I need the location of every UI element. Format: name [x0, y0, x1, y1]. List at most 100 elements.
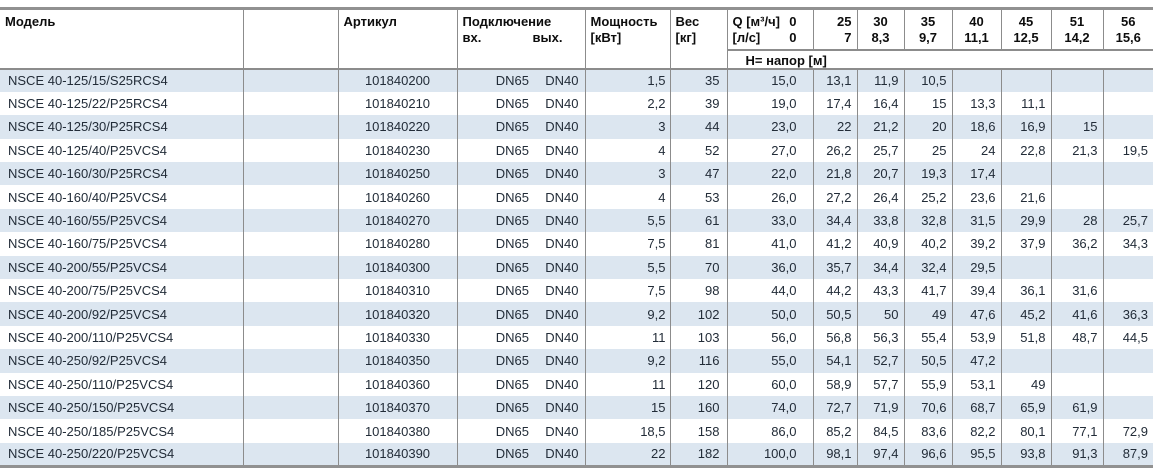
- head-value-cell: 51,8: [1000, 325, 1051, 350]
- power-cell: 1,5: [584, 68, 670, 92]
- col-header-power: Мощность [кВт]: [584, 8, 670, 70]
- inlet-cell: DN65: [456, 255, 533, 280]
- table-row: NSCE 40-200/75/P25VCS4 101840310 DN65 DN40 7…: [0, 279, 1153, 303]
- power-cell: 22: [584, 442, 670, 468]
- head-value-cell: 21,2: [856, 115, 904, 139]
- head-q0-cell: 55,0: [726, 349, 813, 373]
- head-value-cell: 15: [1050, 115, 1103, 139]
- head-value-cell: 26,4: [856, 185, 904, 209]
- model-cell: NSCE 40-200/55/P25VCS4: [0, 255, 243, 280]
- weight-cell: 53: [669, 185, 727, 209]
- outlet-cell: DN40: [533, 442, 585, 468]
- head-value-cell: [1000, 162, 1051, 186]
- model-cell: NSCE 40-250/185/P25VCS4: [8, 423, 175, 439]
- head-value-cell: 39,4: [951, 279, 1001, 303]
- head-value-cell: 25,7: [1102, 208, 1153, 233]
- spacer-cell: [242, 442, 338, 468]
- outlet-cell: DN40: [545, 329, 579, 345]
- head-value-cell: 36,2: [1050, 232, 1103, 256]
- table-row: NSCE 40-200/110/P25VCS4 101840330 DN65 DN40…: [0, 325, 1153, 350]
- head-q0-cell: 50,0: [726, 302, 813, 326]
- head-value-cell: 97,4: [856, 442, 904, 468]
- article-cell: 101840350: [337, 349, 457, 373]
- head-value-cell: [1000, 349, 1051, 373]
- head-value-cell: 19,5: [1102, 138, 1153, 163]
- head-value-cell: 52,7: [856, 349, 904, 373]
- flow-ls-value: 11,1: [964, 30, 989, 45]
- head-value-cell: 87,9: [1102, 442, 1153, 468]
- head-value-cell: 91,3: [1050, 442, 1103, 468]
- head-value-cell: 37,9: [1000, 232, 1051, 256]
- head-value-cell: 96,6: [903, 442, 952, 468]
- spacer-cell: [242, 325, 338, 350]
- head-value-cell: 28: [1050, 208, 1103, 233]
- flow-ls-label: [л/с]: [732, 30, 761, 45]
- table-row: NSCE 40-160/30/P25RCS4 101840250 DN65 DN40 3…: [0, 162, 1153, 186]
- col-header-flow-45: 45 12,5: [1000, 8, 1051, 51]
- flow-ls-value: 7: [844, 30, 852, 45]
- col-header-flow-40: 40 11,1: [951, 8, 1001, 51]
- spacer-cell: [242, 349, 338, 373]
- table-row: NSCE 40-250/185/P25VCS4 101840380 DN65 DN40…: [0, 419, 1153, 443]
- head-value-cell: 22,8: [1000, 138, 1051, 163]
- head-value-cell: 19,3: [903, 162, 952, 186]
- spacer-cell: [242, 279, 338, 303]
- inlet-cell: DN65: [456, 68, 533, 92]
- inlet-cell: DN65: [456, 325, 533, 350]
- head-value-cell: 68,7: [951, 395, 1001, 420]
- article-cell: 101840260: [337, 185, 457, 209]
- model-cell: NSCE 40-250/110/P25VCS4: [8, 376, 174, 392]
- weight-cell: 81: [669, 232, 727, 256]
- outlet-cell: DN40: [533, 349, 585, 373]
- head-value-cell: 54,1: [812, 349, 857, 373]
- col-header-spacer: [242, 8, 338, 70]
- head-q0-cell: 74,0: [726, 395, 813, 420]
- head-value-cell: 53,9: [951, 325, 1001, 350]
- head-q0-cell: 41,0: [726, 232, 813, 256]
- head-value-cell: [1102, 115, 1153, 139]
- outlet-cell: DN40: [545, 142, 579, 158]
- weight-cell: 61: [669, 208, 727, 233]
- head-value-cell: [1102, 68, 1153, 92]
- head-value-cell: 61,9: [1050, 395, 1103, 420]
- spacer-cell: [242, 185, 338, 209]
- head-value-cell: 22: [812, 115, 857, 139]
- outlet-cell: DN40: [545, 236, 579, 252]
- power-cell: 9,2: [584, 349, 670, 373]
- head-value-cell: [1050, 68, 1103, 92]
- flow-m3h-zero: 0: [789, 14, 797, 29]
- weight-cell: 47: [669, 162, 727, 186]
- inlet-cell: DN65: [456, 349, 533, 373]
- model-cell: NSCE 40-125/30/P25RCS4: [0, 115, 243, 139]
- head-value-cell: 31,5: [951, 208, 1001, 233]
- spacer-cell: [242, 255, 338, 280]
- head-value-cell: 55,4: [903, 325, 952, 350]
- weight-cell: 44: [669, 115, 727, 139]
- table-row: NSCE 40-250/110/P25VCS4 101840360 DN65 DN40…: [0, 372, 1153, 396]
- col-header-flow-51: 51 14,2: [1050, 8, 1103, 51]
- flow-ls-value: 14,2: [1064, 30, 1090, 45]
- model-cell: NSCE 40-160/55/P25VCS4: [0, 208, 243, 233]
- head-value-cell: 72,7: [812, 395, 857, 420]
- article-cell: 101840230: [337, 138, 457, 163]
- head-value-cell: 44,5: [1102, 325, 1153, 350]
- head-value-cell: 11,9: [856, 68, 904, 92]
- head-q0-cell: 19,0: [726, 91, 813, 116]
- article-cell: 101840360: [337, 372, 457, 396]
- head-q0-cell: 27,0: [726, 138, 813, 163]
- col-header-flow-zero: Q [м³/ч] 0 [л/с] 0: [726, 8, 813, 51]
- head-value-cell: 17,4: [951, 162, 1001, 186]
- head-value-cell: 13,3: [951, 91, 1001, 116]
- flow-m3h-value: 40: [969, 14, 984, 29]
- head-value-cell: 49: [1000, 372, 1051, 396]
- head-q0-cell: 33,0: [726, 208, 813, 233]
- head-value-cell: 58,9: [812, 372, 857, 396]
- spacer-cell: [242, 395, 338, 420]
- flow-ls-zero: 0: [789, 30, 797, 45]
- model-cell: NSCE 40-160/75/P25VCS4: [8, 236, 167, 252]
- head-value-cell: [1000, 68, 1051, 92]
- head-value-cell: 77,1: [1050, 419, 1103, 443]
- power-cell: 5,5: [584, 208, 670, 233]
- table-row: NSCE 40-160/40/P25VCS4 101840260 DN65 DN40 4…: [0, 185, 1153, 209]
- connection-label: Подключение: [462, 14, 552, 29]
